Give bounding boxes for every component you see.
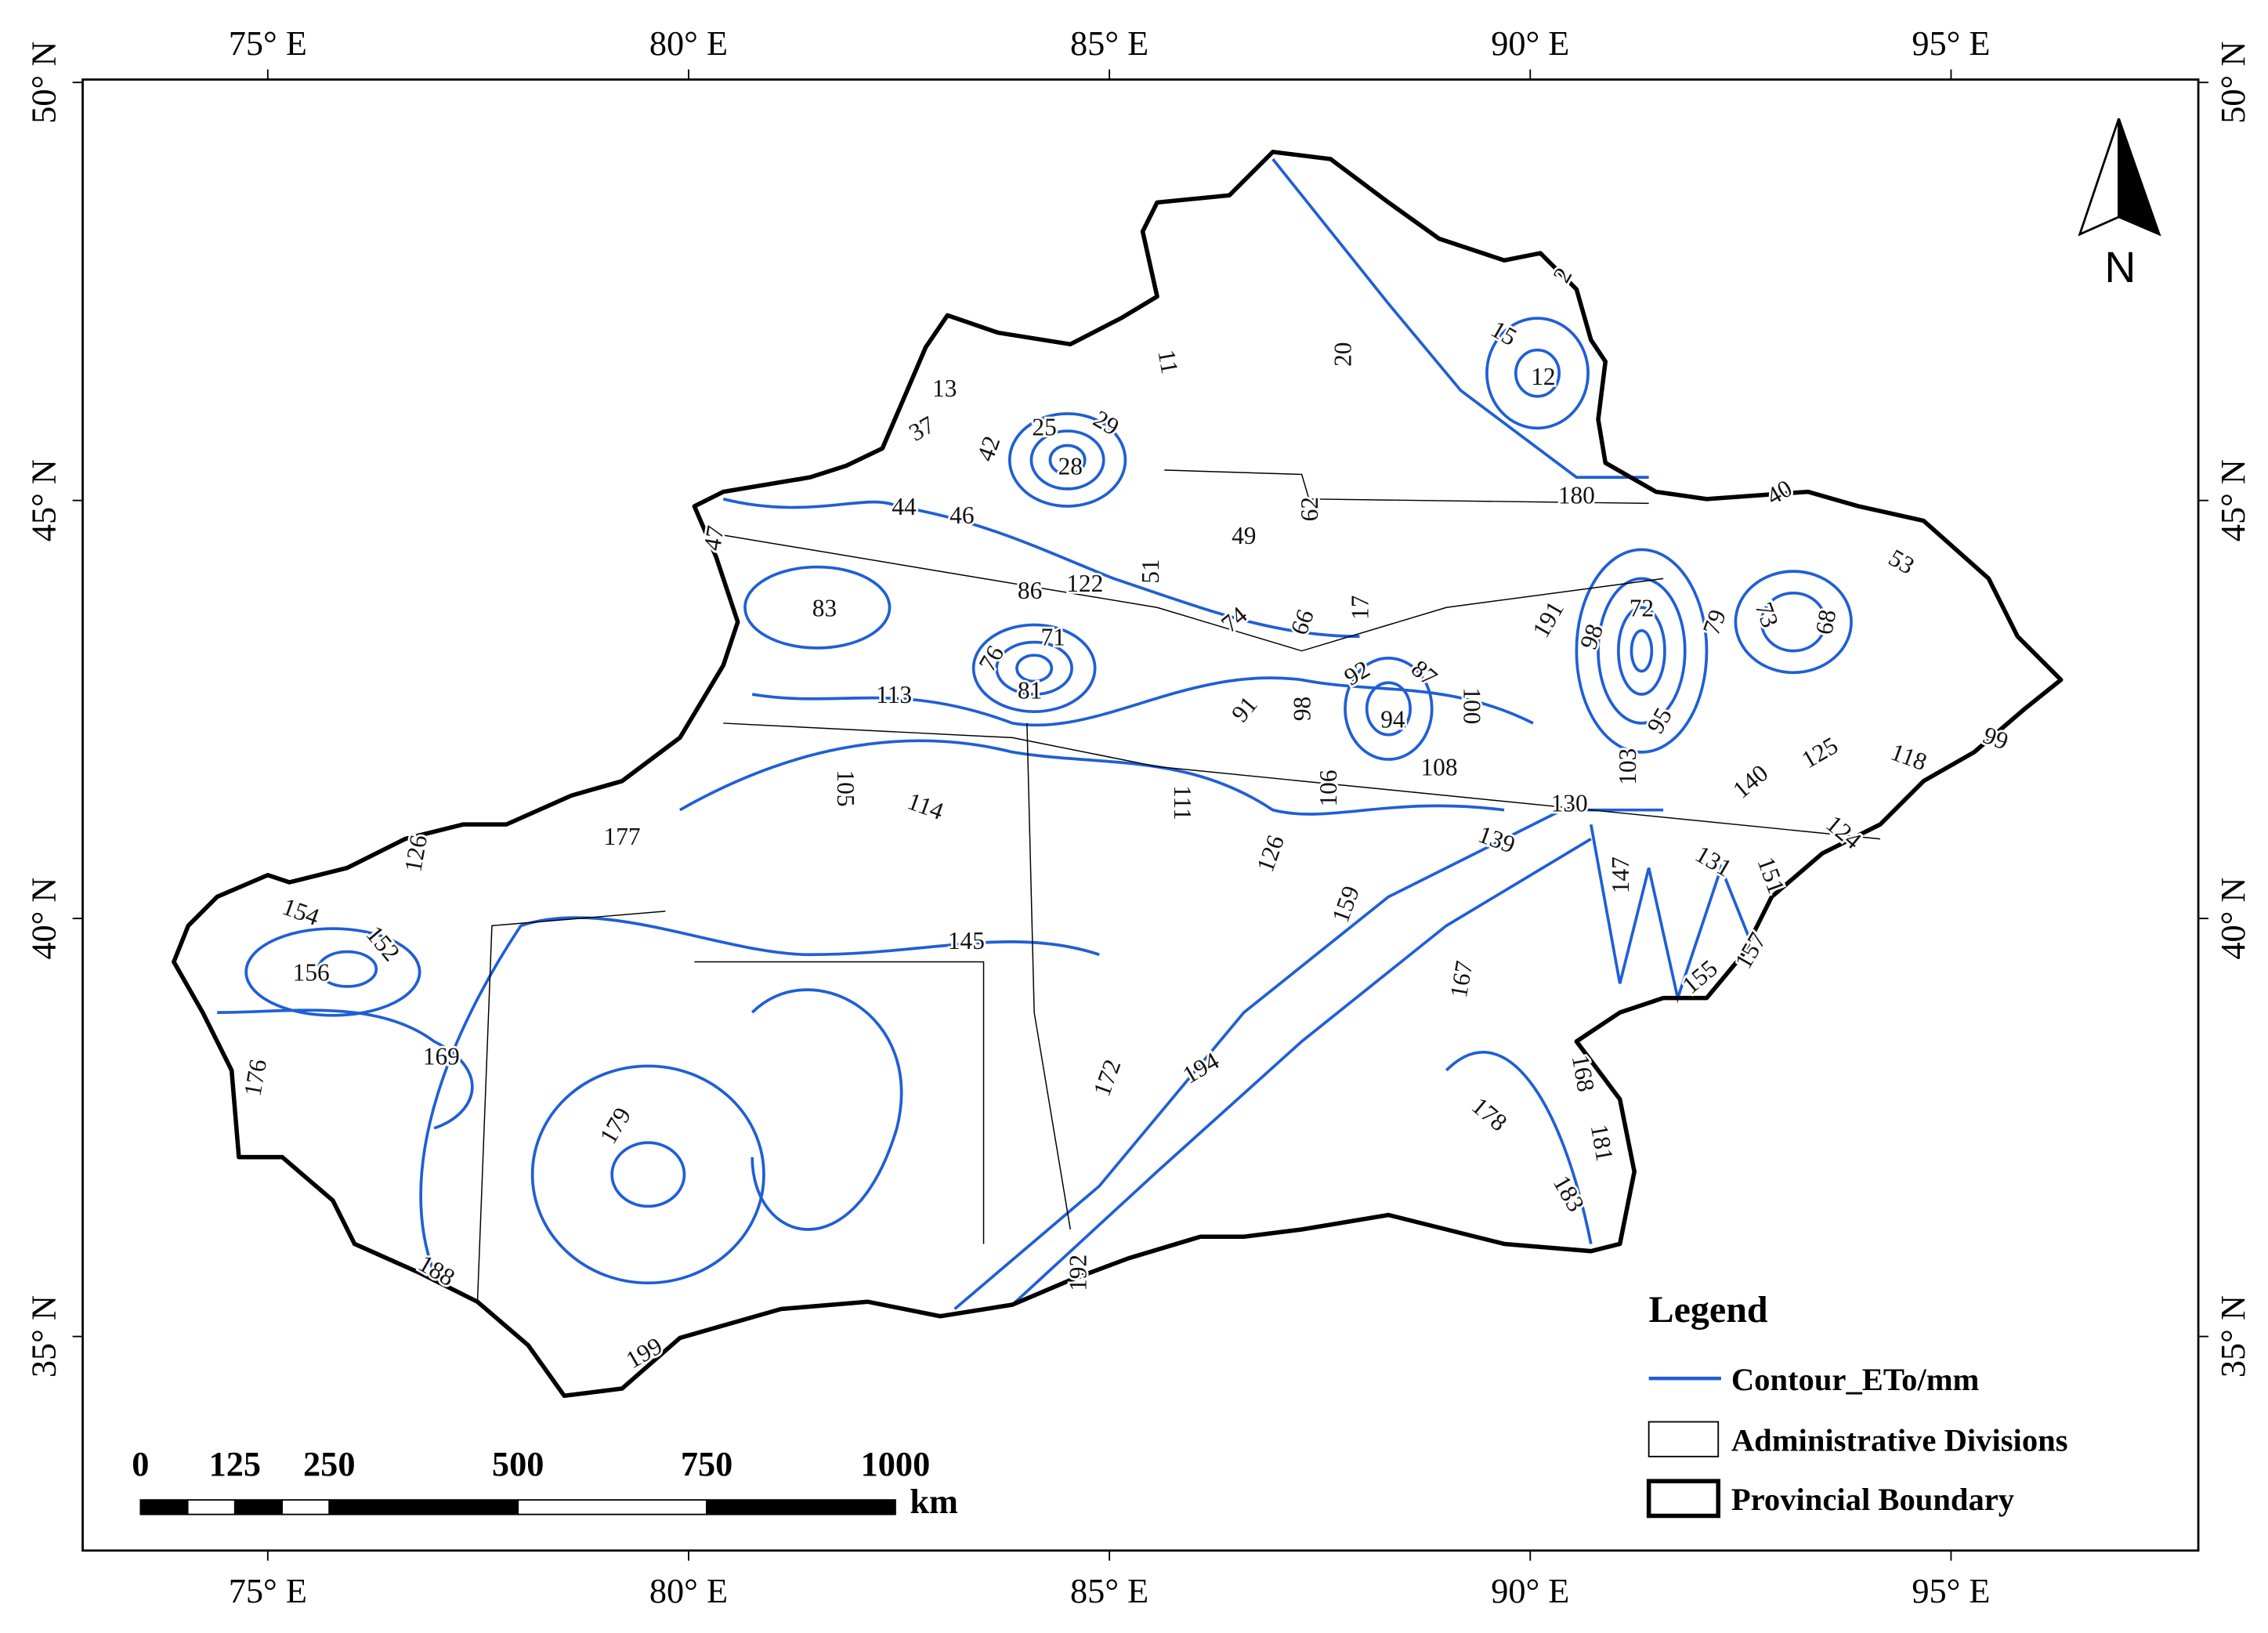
contour-label: 72 bbox=[1630, 594, 1654, 621]
administrative-divisions bbox=[476, 469, 1881, 1302]
contour-label: 111 bbox=[1169, 785, 1196, 820]
contour-label: 49 bbox=[1232, 522, 1256, 549]
contour-label: 98 bbox=[1289, 697, 1316, 721]
scale-label: 125 bbox=[209, 1445, 261, 1483]
contour-label: 47 bbox=[698, 523, 729, 552]
contour-label: 122 bbox=[1066, 570, 1103, 597]
contour-label: 86 bbox=[1018, 577, 1042, 604]
scale-segment bbox=[186, 1499, 236, 1515]
lat-label: 35° N bbox=[2214, 1295, 2252, 1378]
contour-label: 106 bbox=[1315, 769, 1342, 806]
contour-label: 25 bbox=[1032, 414, 1056, 441]
legend-swatch-boundary bbox=[1646, 1479, 1721, 1519]
lat-label: 35° N bbox=[24, 1295, 63, 1378]
scale-segment bbox=[233, 1499, 283, 1515]
contour-label: 94 bbox=[1380, 705, 1405, 733]
north-arrow: N bbox=[2078, 118, 2161, 291]
lon-label: 85° E bbox=[1070, 24, 1148, 63]
contour-label: 108 bbox=[1420, 753, 1457, 780]
contour-label: 13 bbox=[932, 375, 957, 402]
lon-label: 85° E bbox=[1070, 1572, 1148, 1610]
contour-label: 145 bbox=[948, 927, 985, 954]
scale-segment bbox=[139, 1499, 189, 1515]
contour-label: 180 bbox=[1558, 481, 1595, 509]
contour-label: 62 bbox=[1296, 497, 1323, 521]
contour-label: 192 bbox=[1065, 1255, 1092, 1291]
contour-label: 130 bbox=[1551, 790, 1588, 817]
contour-lines bbox=[217, 158, 1853, 1310]
lon-label: 80° E bbox=[649, 1572, 728, 1610]
contour-label: 46 bbox=[950, 501, 974, 529]
lon-label: 90° E bbox=[1491, 1572, 1569, 1610]
scale-segment bbox=[281, 1499, 331, 1515]
contour-label: 169 bbox=[423, 1043, 460, 1070]
lon-label: 95° E bbox=[1912, 1572, 1990, 1610]
contour-label: 71 bbox=[1040, 623, 1065, 650]
scale-label: 750 bbox=[681, 1445, 732, 1483]
map-frame bbox=[81, 78, 2200, 1552]
legend-item: Contour_ETo/mm bbox=[1731, 1362, 1980, 1397]
contour-label: 12 bbox=[1531, 363, 1555, 390]
scale-segment bbox=[517, 1499, 707, 1515]
contour-label: 103 bbox=[1614, 748, 1641, 785]
contour-label: 113 bbox=[876, 681, 912, 708]
provincial-boundary bbox=[172, 150, 2064, 1399]
contour-label: 68 bbox=[1810, 607, 1841, 636]
contour-label: 177 bbox=[604, 823, 641, 850]
contour-label: 20 bbox=[1329, 342, 1356, 367]
lat-label: 50° N bbox=[2214, 42, 2252, 124]
scale-unit: km bbox=[910, 1483, 958, 1521]
contour-label: 156 bbox=[293, 959, 330, 987]
contour-label: 81 bbox=[1018, 677, 1042, 704]
contour-label: 167 bbox=[1445, 959, 1478, 1000]
lat-label: 40° N bbox=[2214, 878, 2252, 960]
legend-swatch-admin bbox=[1648, 1421, 1720, 1457]
legend-title: Legend bbox=[1649, 1289, 1768, 1331]
scale-label: 0 bbox=[132, 1445, 149, 1483]
legend: Legend Contour_ETo/mm Administrative Div… bbox=[1646, 1289, 2068, 1519]
lon-label: 80° E bbox=[649, 24, 728, 63]
north-label: N bbox=[2104, 243, 2136, 291]
contour-label: 28 bbox=[1058, 452, 1083, 480]
lon-label: 75° E bbox=[229, 1572, 307, 1610]
contour-label: 44 bbox=[892, 493, 917, 520]
contour-label: 100 bbox=[1458, 687, 1485, 724]
scale-label: 250 bbox=[303, 1445, 355, 1483]
scale-label: 500 bbox=[492, 1445, 544, 1483]
scale-segment bbox=[706, 1499, 896, 1515]
legend-item: Provincial Boundary bbox=[1731, 1482, 2014, 1517]
lat-label: 40° N bbox=[24, 878, 63, 960]
lat-label: 45° N bbox=[24, 459, 63, 541]
contour-label: 11 bbox=[1152, 348, 1184, 376]
lon-label: 95° E bbox=[1912, 24, 1990, 63]
contour-label: 51 bbox=[1137, 559, 1164, 583]
lon-label: 90° E bbox=[1491, 24, 1569, 63]
legend-item: Administrative Divisions bbox=[1731, 1422, 2068, 1457]
contour-label: 83 bbox=[812, 594, 837, 621]
contour-label: 105 bbox=[832, 769, 859, 806]
lat-label: 50° N bbox=[24, 42, 63, 124]
contour-label: 147 bbox=[1607, 856, 1634, 893]
lat-label: 45° N bbox=[2214, 459, 2252, 541]
scale-label: 1000 bbox=[861, 1445, 931, 1483]
scale-segment bbox=[328, 1499, 519, 1515]
lon-label: 75° E bbox=[229, 24, 307, 63]
contour-label: 17 bbox=[1347, 596, 1374, 620]
